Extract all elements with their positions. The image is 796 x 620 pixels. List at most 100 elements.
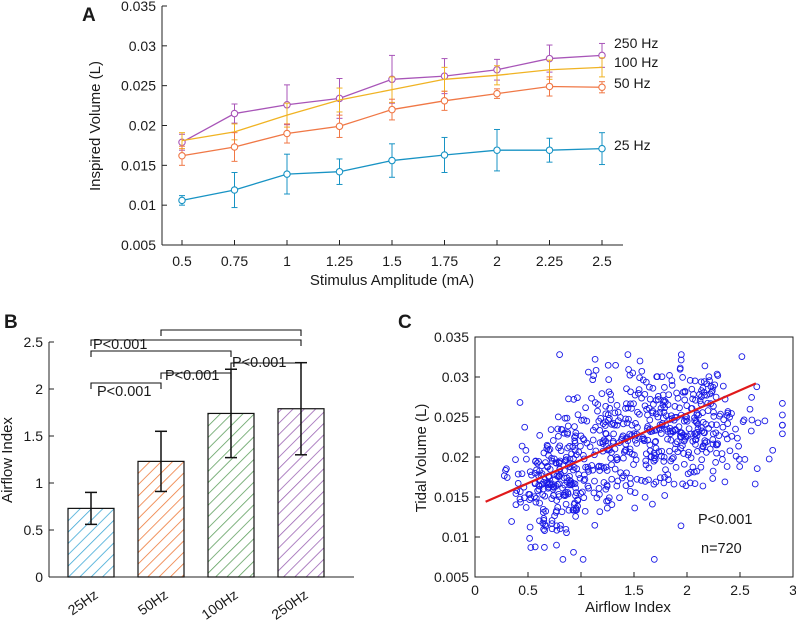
panel-c-scatter-point	[611, 421, 618, 429]
panel-c-scatter-point	[718, 450, 726, 457]
panel-b-significance-label: P<0.001	[93, 337, 147, 353]
panel-c-scatter-point	[570, 548, 577, 556]
panel-c-scatter-point	[603, 467, 611, 474]
panel-c-scatter-point	[608, 461, 615, 469]
panel-c-scatter-point	[652, 438, 660, 445]
panel-c-y-tick-label: 0.035	[434, 329, 469, 345]
panel-c-scatter-point	[573, 465, 581, 473]
panel-c-scatter-point	[553, 526, 561, 534]
panel-c-scatter-point	[566, 472, 573, 480]
panel-c-scatter-point	[564, 422, 572, 430]
panel-c-scatter-point	[704, 407, 712, 414]
panel-c-scatter-point	[680, 417, 688, 425]
panel-c-scatter-point	[638, 367, 646, 375]
panel-c-scatter-point	[642, 450, 650, 458]
panel-c-scatter-point	[572, 513, 579, 520]
panel-c-scatter-point	[649, 384, 657, 392]
panel-c-scatter-point	[639, 435, 646, 443]
panel-c-scatter-point	[544, 480, 552, 487]
panel-c-scatter-point	[608, 475, 616, 483]
panel-c-scatter-point	[657, 430, 665, 437]
panel-c-scatter-point	[623, 419, 631, 427]
panel-c-scatter-point	[527, 494, 535, 502]
panel-a-x-axis-label: Stimulus Amplitude (mA)	[310, 272, 474, 289]
panel-c-scatter-point	[553, 472, 561, 480]
panel-c-scatter-point	[528, 471, 535, 479]
panel-c-scatter-point	[604, 411, 612, 419]
panel-b-x-tick-label: 100Hz	[198, 586, 240, 620]
panel-c-scatter-point	[708, 387, 716, 395]
panel-c-scatter-point	[544, 443, 551, 450]
panel-b-y-axis-label: Airflow Index	[0, 417, 16, 503]
panel-c-scatter-point	[706, 445, 714, 453]
panel-c-scatter-point	[658, 447, 666, 455]
panel-c-scatter-point	[673, 438, 681, 446]
panel-c-scatter-point	[541, 544, 548, 551]
panel-b-x-tick-label: 250Hz	[268, 586, 310, 620]
panel-b-significance-bracket	[160, 329, 302, 336]
panel-c-scatter-point	[531, 543, 539, 551]
panel-c-scatter-point	[561, 414, 569, 422]
panel-c-scatter-point	[595, 462, 603, 470]
panel-c-scatter-point	[672, 464, 680, 471]
panel-c-scatter-point	[682, 482, 690, 490]
panel-c-y-axis-label: Tidal Volume (L)	[413, 404, 430, 513]
panel-c-scatter-point	[591, 355, 599, 363]
panel-a-x-tick-label: 2.5	[592, 253, 612, 269]
panel-c-scatter-point	[657, 404, 665, 412]
panel-c-scatter-point	[646, 395, 654, 403]
panel-c-scatter-point	[779, 430, 786, 438]
panel-c-fit-line	[485, 382, 757, 503]
panel-c-scatter-point	[748, 394, 755, 401]
panel-c-scatter-point	[716, 412, 723, 420]
panel-a-data-point	[283, 129, 291, 138]
panel-c-scatter-point	[651, 454, 658, 462]
panel-c-x-tick-label: 2.5	[730, 582, 750, 598]
panel-c-scatter-point	[713, 370, 721, 378]
panel-c-scatter-point	[642, 461, 650, 469]
panel-c-scatter-point	[598, 390, 606, 397]
panel-c-scatter-point	[571, 423, 578, 430]
panel-c-scatter-point	[540, 515, 548, 522]
panel-c-scatter-point	[633, 475, 641, 483]
panel-c-scatter-point	[575, 448, 583, 456]
panel-c-scatter-point	[613, 454, 621, 461]
panel-c-scatter-point	[611, 409, 619, 417]
panel-c-scatter-point	[609, 419, 617, 427]
panel-c-scatter-point	[523, 455, 530, 463]
panel-b-y-tick-label: 1	[35, 475, 43, 491]
panel-b-y-tick-label: 1.5	[24, 428, 44, 444]
panel-c-scatter-point	[682, 416, 690, 423]
panel-c-scatter-point	[576, 474, 584, 482]
panel-c-scatter-point	[602, 430, 610, 438]
panel-c-scatter-point	[627, 480, 634, 488]
panel-a-data-point	[335, 122, 344, 131]
panel-c-scatter-point	[541, 527, 548, 534]
panel-c-scatter-point	[638, 477, 645, 484]
panel-c-scatter-point	[660, 479, 668, 487]
panel-a-data-point	[545, 82, 554, 91]
panel-c-scatter-point	[631, 504, 639, 512]
panel-c-scatter-point	[536, 432, 544, 439]
panel-c-scatter-point	[656, 409, 664, 416]
panel-c-scatter-point	[579, 488, 586, 496]
panel-c-scatter-point	[628, 405, 635, 412]
panel-a-y-axis-label: Inspired Volume (L)	[87, 61, 104, 191]
panel-c-scatter-point	[562, 500, 570, 508]
panel-a-y-tick-label: 0.025	[121, 78, 156, 94]
panel-c-scatter-point	[724, 420, 732, 427]
panel-c-scatter-point	[522, 447, 530, 454]
panel-c-scatter-point	[548, 454, 555, 462]
panel-c-scatter-point	[685, 425, 693, 433]
panel-c-scatter-point	[512, 456, 519, 463]
panel-a-data-point	[545, 146, 554, 154]
panel-c-scatter-point	[634, 424, 641, 431]
panel-c-scatter-point	[650, 480, 658, 488]
panel-c-scatter-point	[623, 400, 630, 408]
panel-c-scatter-point	[562, 457, 569, 465]
panel-c-scatter-point	[622, 482, 630, 489]
panel-c-y-tick-label: 0.025	[434, 409, 469, 425]
panel-c-scatter-point	[584, 463, 592, 471]
panel-c-scatter-point	[548, 495, 556, 502]
panel-c-scatter-point	[552, 459, 560, 467]
